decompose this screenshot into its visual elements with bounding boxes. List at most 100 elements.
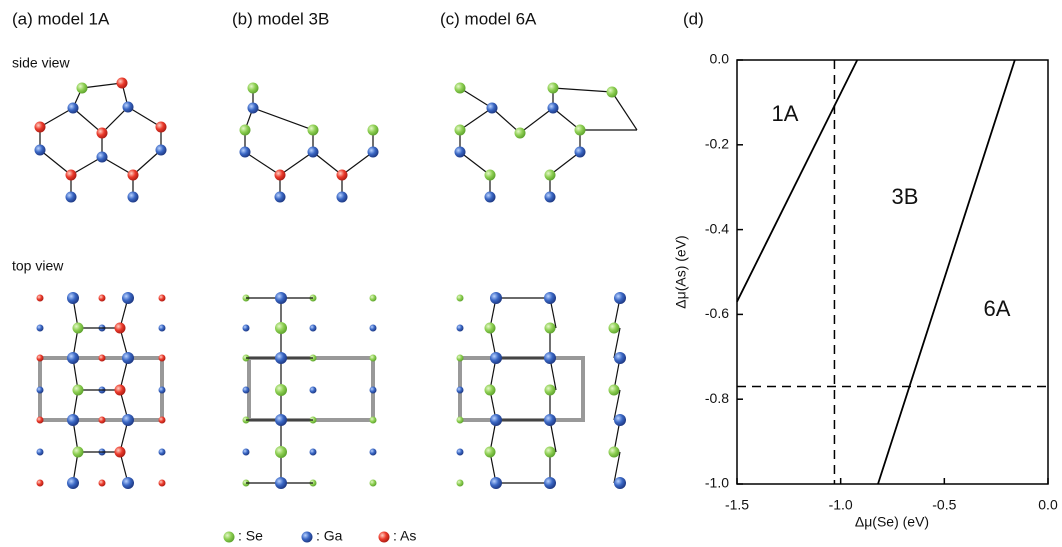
atom [37,355,44,362]
panel-label: (b) model 3B [232,9,329,28]
atomic-models [35,78,638,543]
atom [457,480,464,487]
atom [99,295,106,302]
atom [457,325,464,332]
atom [275,477,287,489]
bond [40,108,73,127]
atom [370,355,377,362]
region-label: 3B [892,184,919,209]
atom [275,322,287,334]
atom [607,87,618,98]
atom [544,292,556,304]
atom [37,417,44,424]
y-tick-label: -0.6 [705,305,729,321]
bond [612,92,637,130]
atom [275,170,286,181]
atom [575,147,586,158]
legend-entry: : Se [238,528,263,544]
bond [553,88,612,92]
region-label: 6A [984,296,1011,321]
atom [310,387,317,394]
x-axis-label: Δμ(Se) (eV) [855,514,929,530]
atom [97,152,108,163]
atom [248,83,259,94]
atom [37,480,44,487]
atom [159,355,166,362]
bond [133,150,161,175]
atom [544,477,556,489]
atom [302,532,313,543]
atom [455,125,466,136]
atom [243,325,250,332]
atom [275,414,287,426]
atom [35,145,46,156]
atom [337,170,348,181]
atom [457,417,464,424]
atom [310,325,317,332]
y-tick-label: 0.0 [710,51,730,67]
atom [240,125,251,136]
view-label: top view [12,258,64,274]
bond [342,152,373,175]
atom [37,325,44,332]
atom [224,532,235,543]
atom [35,122,46,133]
bond [460,88,492,108]
x-tick-label: -1.0 [829,497,853,513]
region-label: 1A [772,101,799,126]
atom [614,352,626,364]
x-tick-label: -0.5 [932,497,956,513]
atom [485,170,496,181]
atom [457,449,464,456]
atom [66,170,77,181]
atom [275,192,286,203]
atom [485,385,496,396]
atom [485,192,496,203]
phase-boundary [737,60,857,302]
atom [73,447,84,458]
atom [243,449,250,456]
atom [159,417,166,424]
atom [248,103,259,114]
y-axis-label: Δμ(As) (eV) [673,235,689,308]
atom [490,352,502,364]
atom [122,477,134,489]
atom [545,447,556,458]
bond [460,152,490,175]
atom [99,480,106,487]
atom [310,449,317,456]
atom [37,387,44,394]
x-tick-label: 0.0 [1038,497,1058,513]
y-tick-label: -1.0 [705,475,729,491]
atom [275,446,287,458]
bond [460,108,492,130]
atom [457,295,464,302]
atom [368,125,379,136]
atom [455,83,466,94]
atom [275,292,287,304]
y-tick-label: -0.8 [705,390,729,406]
atom [490,292,502,304]
atom [545,323,556,334]
atom [159,387,166,394]
bond [102,107,128,133]
atom [545,192,556,203]
atom [37,449,44,456]
view-label: side view [12,55,70,71]
atom [370,387,377,394]
atom [485,323,496,334]
atom [515,128,526,139]
atom [159,325,166,332]
bond [520,108,553,133]
bond [492,108,520,133]
atom [609,447,620,458]
atom [99,417,106,424]
atom [455,147,466,158]
atom [308,147,319,158]
atom [370,449,377,456]
atom [487,103,498,114]
atom [544,414,556,426]
bond [313,152,342,175]
bond [253,108,313,130]
atom [243,387,250,394]
